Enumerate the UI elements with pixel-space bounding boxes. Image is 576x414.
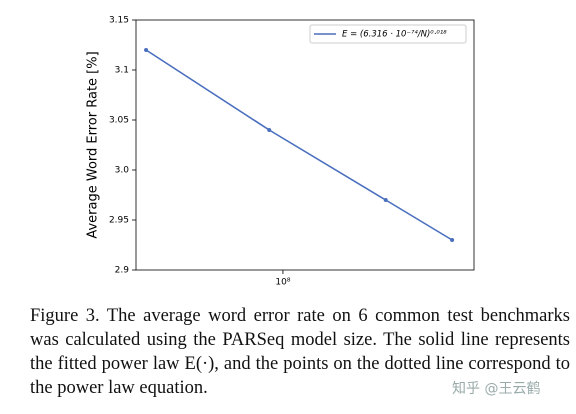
watermark: 知乎 @王云鹤: [452, 381, 541, 397]
y-tick-label: 2.9: [115, 266, 130, 276]
figure-caption: Figure 3. The average word error rate on…: [30, 306, 570, 398]
point: [267, 128, 272, 132]
y-tick-label: 2.95: [109, 216, 129, 226]
y-axis-label: Average Word Error Rate [%]: [86, 51, 101, 238]
y-tick-label: 3.05: [109, 116, 129, 126]
point: [144, 48, 149, 52]
x-tick-label: 10⁸: [275, 278, 290, 288]
point: [450, 238, 455, 242]
point: [383, 198, 388, 202]
y-tick-label: 3.0: [115, 166, 130, 176]
legend-label: E = (6.316 · 10⁻⁷⁴/N)⁰·⁰¹⁸: [342, 30, 447, 40]
plot-frame: [135, 19, 475, 271]
series-line: [145, 49, 453, 241]
y-tick-label: 3.1: [115, 66, 129, 76]
chart: Average Word Error Rate [%] 2.9 2.95 3.0 3.…: [86, 16, 475, 288]
legend-box: [309, 24, 467, 44]
y-tick-label: 3.15: [109, 16, 129, 26]
